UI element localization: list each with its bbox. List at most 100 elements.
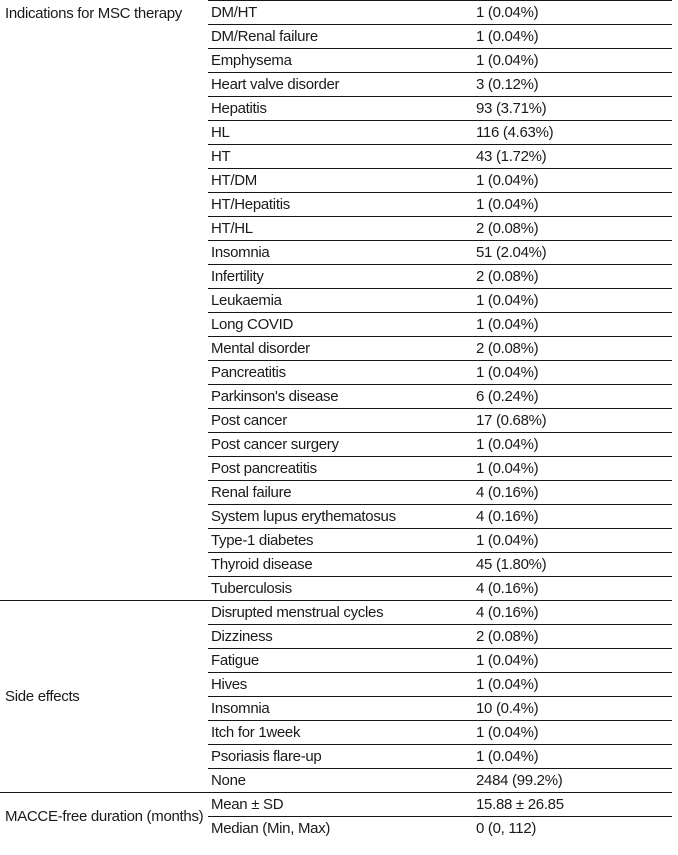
table-row: Infertility 2 (0.08%)	[0, 264, 672, 289]
table-row: Indications for MSC therapy DM/HT 1 (0.04%…	[0, 0, 672, 25]
row-label: HT	[208, 144, 475, 169]
row-label: Median (Min, Max)	[208, 816, 475, 840]
table-row: Thyroid disease 45 (1.80%)	[0, 552, 672, 577]
row-label: Mean ± SD	[208, 792, 475, 817]
section-label: MACCE-free duration (months)	[0, 792, 208, 840]
row-value: 1 (0.04%)	[475, 24, 672, 49]
table-row: Long COVID 1 (0.04%)	[0, 312, 672, 337]
row-label: HT/HL	[208, 216, 475, 241]
table-row: HL 116 (4.63%)	[0, 120, 672, 145]
row-value: 2484 (99.2%)	[475, 768, 672, 793]
row-label: Hives	[208, 672, 475, 697]
row-label: Renal failure	[208, 480, 475, 505]
table-row: Heart valve disorder 3 (0.12%)	[0, 72, 672, 97]
row-label: Hepatitis	[208, 96, 475, 121]
row-label: Itch for 1week	[208, 720, 475, 745]
table-row: Fatigue 1 (0.04%)	[0, 648, 672, 673]
row-label: Pancreatitis	[208, 360, 475, 385]
table-row: Post cancer surgery 1 (0.04%)	[0, 432, 672, 457]
row-label: Emphysema	[208, 48, 475, 73]
paper-table: Indications for MSC therapy DM/HT 1 (0.04%…	[0, 0, 672, 840]
row-value: 45 (1.80%)	[475, 552, 672, 577]
row-label: Tuberculosis	[208, 576, 475, 601]
table-row: Insomnia 10 (0.4%)	[0, 696, 672, 721]
row-value: 2 (0.08%)	[475, 264, 672, 289]
row-value: 1 (0.04%)	[475, 288, 672, 313]
row-value: 1 (0.04%)	[475, 528, 672, 553]
row-label: Post pancreatitis	[208, 456, 475, 481]
table-row: Dizziness 2 (0.08%)	[0, 624, 672, 649]
table-row: Hives 1 (0.04%)	[0, 672, 672, 697]
row-value: 4 (0.16%)	[475, 480, 672, 505]
row-value: 116 (4.63%)	[475, 120, 672, 145]
row-label: Heart valve disorder	[208, 72, 475, 97]
row-label: Thyroid disease	[208, 552, 475, 577]
table-row: System lupus erythematosus 4 (0.16%)	[0, 504, 672, 529]
row-value: 2 (0.08%)	[475, 336, 672, 361]
row-value: 1 (0.04%)	[475, 432, 672, 457]
row-label: Mental disorder	[208, 336, 475, 361]
table-row: HT/HL 2 (0.08%)	[0, 216, 672, 241]
row-label: HL	[208, 120, 475, 145]
table-row: Type-1 diabetes 1 (0.04%)	[0, 528, 672, 553]
table-row: Pancreatitis 1 (0.04%)	[0, 360, 672, 385]
row-value: 17 (0.68%)	[475, 408, 672, 433]
row-value: 4 (0.16%)	[475, 504, 672, 529]
table-row: Hepatitis 93 (3.71%)	[0, 96, 672, 121]
table-row: None 2484 (99.2%)	[0, 768, 672, 793]
row-label: HT/DM	[208, 168, 475, 193]
table-row: Post pancreatitis 1 (0.04%)	[0, 456, 672, 481]
row-value: 1 (0.04%)	[475, 312, 672, 337]
row-value: 1 (0.04%)	[475, 192, 672, 217]
table-row: DM/Renal failure 1 (0.04%)	[0, 24, 672, 49]
row-value: 1 (0.04%)	[475, 744, 672, 769]
table-row: Leukaemia 1 (0.04%)	[0, 288, 672, 313]
row-value: 3 (0.12%)	[475, 72, 672, 97]
row-value: 1 (0.04%)	[475, 360, 672, 385]
row-label: Disrupted menstrual cycles	[208, 600, 475, 625]
table-row: Renal failure 4 (0.16%)	[0, 480, 672, 505]
section-label: Indications for MSC therapy	[5, 4, 182, 22]
row-label: Dizziness	[208, 624, 475, 649]
table-row: HT 43 (1.72%)	[0, 144, 672, 169]
row-value: 0 (0, 112)	[475, 816, 672, 840]
table-row: Psoriasis flare-up 1 (0.04%)	[0, 744, 672, 769]
section-label: Side effects	[0, 600, 208, 793]
row-label: Long COVID	[208, 312, 475, 337]
table-row: HT/Hepatitis 1 (0.04%)	[0, 192, 672, 217]
table-row: Mental disorder 2 (0.08%)	[0, 336, 672, 361]
row-value: 93 (3.71%)	[475, 96, 672, 121]
row-label: Type-1 diabetes	[208, 528, 475, 553]
table-row: Parkinson's disease 6 (0.24%)	[0, 384, 672, 409]
row-value: 6 (0.24%)	[475, 384, 672, 409]
row-value: 10 (0.4%)	[475, 696, 672, 721]
row-label: Post cancer surgery	[208, 432, 475, 457]
row-value: 1 (0.04%)	[475, 648, 672, 673]
row-label: HT/Hepatitis	[208, 192, 475, 217]
row-value: 2 (0.08%)	[475, 216, 672, 241]
row-label: Parkinson's disease	[208, 384, 475, 409]
table-row: Itch for 1week 1 (0.04%)	[0, 720, 672, 745]
row-label: Fatigue	[208, 648, 475, 673]
table-row: Median (Min, Max) 0 (0, 112)	[0, 816, 672, 840]
row-value: 15.88 ± 26.85	[475, 792, 672, 817]
table-row: HT/DM 1 (0.04%)	[0, 168, 672, 193]
row-value: 1 (0.04%)	[475, 456, 672, 481]
row-label: Psoriasis flare-up	[208, 744, 475, 769]
row-label: None	[208, 768, 475, 793]
row-value: 1 (0.04%)	[475, 48, 672, 73]
table-row: Emphysema 1 (0.04%)	[0, 48, 672, 73]
table-row: Side effects Disrupted menstrual cycles 4 …	[0, 600, 672, 793]
row-label: System lupus erythematosus	[208, 504, 475, 529]
table-row: Insomnia 51 (2.04%)	[0, 240, 672, 265]
table-row: Post cancer 17 (0.68%)	[0, 408, 672, 433]
row-value: 2 (0.08%)	[475, 624, 672, 649]
table-row: Tuberculosis 4 (0.16%)	[0, 576, 672, 601]
row-value: 1 (0.04%)	[475, 168, 672, 193]
row-label: Leukaemia	[208, 288, 475, 313]
table-row: MACCE-free duration (months) Mean ± SD 15.…	[0, 792, 672, 840]
row-value: 1 (0.04%)	[475, 0, 672, 25]
row-value: 4 (0.16%)	[475, 576, 672, 601]
row-label: Insomnia	[208, 696, 475, 721]
